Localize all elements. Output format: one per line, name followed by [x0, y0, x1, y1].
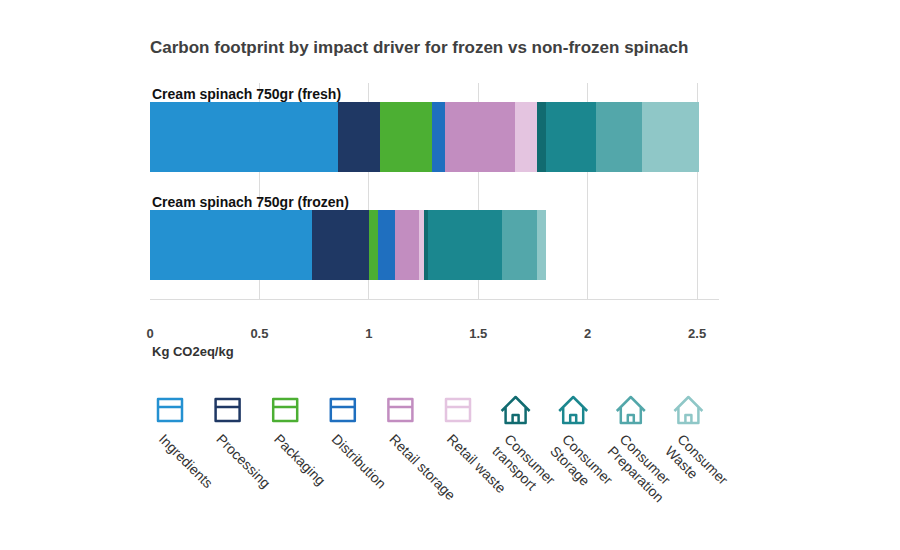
- svg-text:ConsumerPreparation: ConsumerPreparation: [605, 431, 680, 506]
- svg-text:Distribution: Distribution: [329, 431, 390, 492]
- svg-text:2: 2: [584, 326, 591, 341]
- svg-text:1: 1: [365, 326, 372, 341]
- svg-text:Processing: Processing: [213, 431, 273, 491]
- svg-text:Retail storage: Retail storage: [386, 431, 459, 504]
- svg-text:Packaging: Packaging: [271, 431, 329, 489]
- svg-text:Retail waste: Retail waste: [444, 431, 509, 496]
- svg-text:ConsumerStorage: ConsumerStorage: [547, 431, 616, 500]
- svg-text:Kg CO2eq/kg: Kg CO2eq/kg: [152, 344, 234, 359]
- svg-text:Ingredients: Ingredients: [156, 431, 216, 491]
- svg-text:0.5: 0.5: [250, 326, 268, 341]
- svg-text:Cream spinach 750gr (frozen): Cream spinach 750gr (frozen): [152, 194, 349, 210]
- svg-text:Carbon footprint by impact dri: Carbon footprint by impact driver for fr…: [150, 38, 688, 57]
- svg-text:1.5: 1.5: [469, 326, 487, 341]
- svg-text:Consumertransport: Consumertransport: [489, 431, 558, 500]
- svg-text:0: 0: [146, 326, 153, 341]
- svg-text:Cream spinach 750gr (fresh): Cream spinach 750gr (fresh): [152, 86, 341, 102]
- svg-text:2.5: 2.5: [688, 326, 706, 341]
- svg-text:ConsumerWaste: ConsumerWaste: [662, 431, 731, 500]
